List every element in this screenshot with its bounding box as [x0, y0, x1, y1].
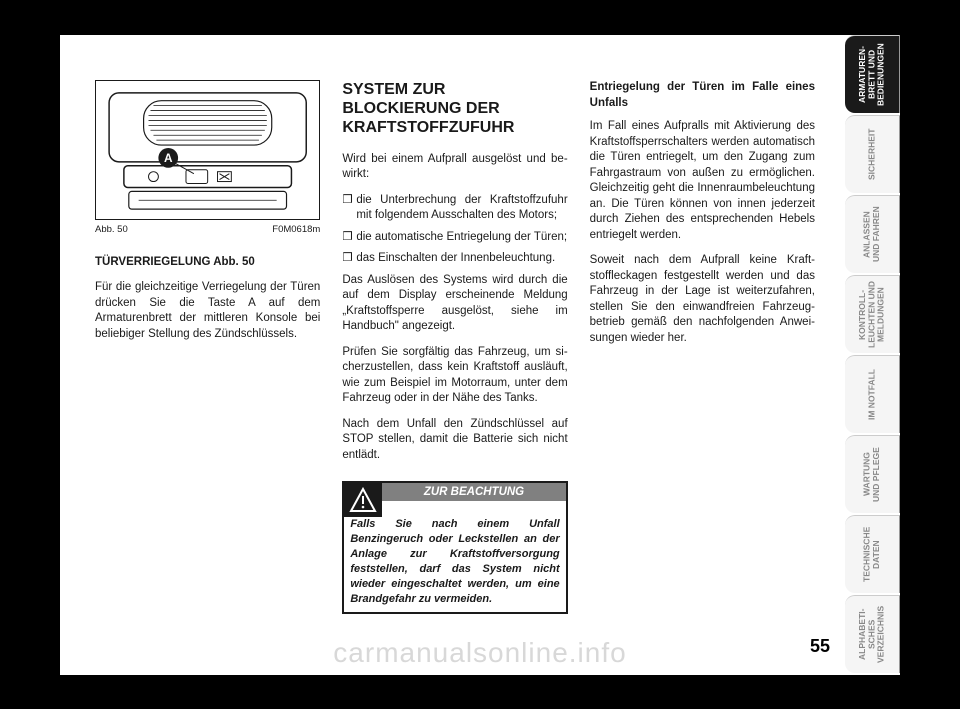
warning-triangle-icon: [344, 483, 382, 517]
col2-intro: Wird bei einem Aufprall ausgelöst und be…: [342, 152, 567, 183]
figure-code: F0M0618m: [272, 224, 320, 237]
bullet-2: ❒ die automatische Entriegelung der Türe…: [342, 230, 567, 246]
col3-p1: Im Fall eines Aufpralls mit Aktivierung …: [590, 119, 815, 243]
page-content: A Abb. 50 F0M0618m TÜRVERRIEGELUNG Abb. …: [95, 80, 815, 614]
tab-kontroll[interactable]: KONTROLL-LEUCHTEN UNDMELDUNGEN: [845, 275, 900, 353]
tab-verzeichnis[interactable]: ALPHABETI-SCHESVERZEICHNIS: [845, 595, 900, 673]
bullet-marker: ❒: [342, 230, 356, 246]
figure-caption: Abb. 50 F0M0618m: [95, 224, 320, 237]
bullet-text: die automatische Entriegelung der Türen;: [356, 230, 567, 246]
col2-p3: Prüfen Sie sorgfältig das Fahrzeug, um s…: [342, 345, 567, 407]
warning-header-right: ZUR BEACHTUNG: [382, 483, 565, 517]
page-number: 55: [810, 636, 830, 657]
tab-wartung[interactable]: WARTUNGUND PFLEGE: [845, 435, 900, 513]
tab-anlassen[interactable]: ANLASSENUND FAHREN: [845, 195, 900, 273]
tab-technische[interactable]: TECHNISCHEDATEN: [845, 515, 900, 593]
bullet-1: ❒ die Unterbrechung der Kraftstoffzufuhr…: [342, 193, 567, 224]
col1-heading: TÜRVERRIEGELUNG Abb. 50: [95, 255, 320, 271]
tab-sicherheit[interactable]: SICHERHEIT: [845, 115, 900, 193]
column-2: SYSTEM ZUR BLOCKIERUNG DER KRAFTSTOFFZUF…: [342, 80, 567, 614]
column-3: Entriegelung der Türen im Falle eines Un…: [590, 80, 815, 614]
section-title: SYSTEM ZUR BLOCKIERUNG DER KRAFTSTOFFZUF…: [342, 80, 567, 138]
column-1: A Abb. 50 F0M0618m TÜRVERRIEGELUNG Abb. …: [95, 80, 320, 614]
col2-p4: Nach dem Unfall den Zündschlüssel auf ST…: [342, 417, 567, 464]
col2-p2: Das Auslösen des Systems wird durch die …: [342, 273, 567, 335]
bullet-marker: ❒: [342, 193, 356, 224]
warning-label: ZUR BEACHTUNG: [382, 483, 565, 501]
bullet-text: das Einschalten der Innenbeleuchtung.: [356, 251, 567, 267]
figure-number: Abb. 50: [95, 224, 128, 237]
col1-p1: Für die gleichzeitige Verriegelung der T…: [95, 280, 320, 342]
col3-p2: Soweit nach dem Aufprall keine Kraft­sto…: [590, 253, 815, 346]
side-tabs: ARMATUREN-BRETT UNDBEDIENUNGEN SICHERHEI…: [845, 35, 900, 675]
tab-armaturen[interactable]: ARMATUREN-BRETT UNDBEDIENUNGEN: [845, 35, 900, 113]
bullet-text: die Unterbrechung der Kraftstoffzufuhr m…: [356, 193, 567, 224]
warning-body: Falls Sie nach einem Unfall Benzingeruch…: [344, 517, 565, 612]
tab-notfall[interactable]: IM NOTFALL: [845, 355, 900, 433]
manual-page: A Abb. 50 F0M0618m TÜRVERRIEGELUNG Abb. …: [60, 35, 900, 675]
watermark: carmanualsonline.info: [333, 637, 626, 669]
dashboard-illustration: A: [96, 81, 319, 219]
figure-50: A: [95, 80, 320, 220]
warning-header: ZUR BEACHTUNG: [344, 483, 565, 517]
bullet-3: ❒ das Einschalten der Innenbeleuchtung.: [342, 251, 567, 267]
text-columns: A Abb. 50 F0M0618m TÜRVERRIEGELUNG Abb. …: [95, 80, 815, 614]
svg-text:A: A: [164, 151, 173, 165]
col3-heading: Entriegelung der Türen im Falle eines Un…: [590, 80, 815, 111]
bullet-marker: ❒: [342, 251, 356, 267]
warning-box: ZUR BEACHTUNG Falls Sie nach einem Unfal…: [342, 481, 567, 614]
